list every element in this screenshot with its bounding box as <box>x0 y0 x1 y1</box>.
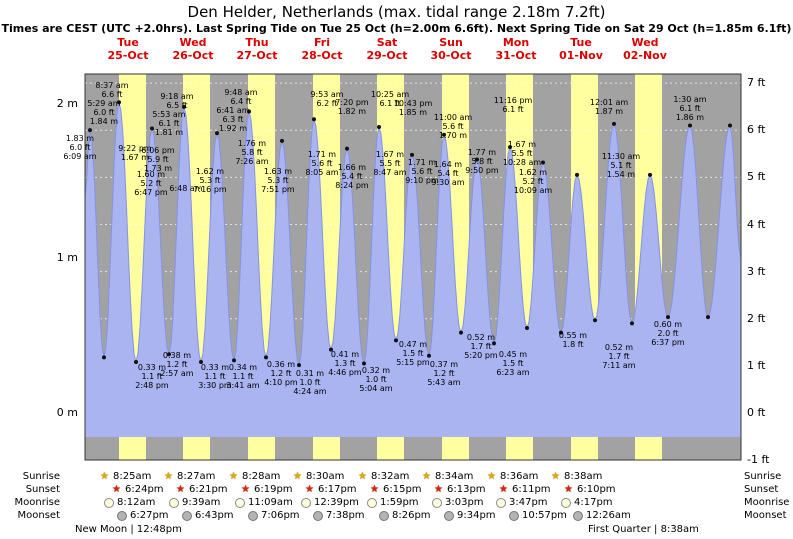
tide-extreme-dot <box>88 128 92 133</box>
tide-extreme-dot <box>688 123 692 128</box>
tide-extreme-dot <box>167 352 171 357</box>
tide-extreme-dot <box>199 359 203 364</box>
tide-extreme-dot <box>630 321 634 326</box>
tide-extreme-dot <box>264 355 268 360</box>
tide-extreme-dot <box>525 325 529 330</box>
tide-extreme-dot <box>593 318 597 323</box>
tide-extreme-dot <box>706 315 710 320</box>
tide-extreme-dot <box>182 104 186 109</box>
tide-extreme-dot <box>410 152 414 157</box>
tide-extreme-dot <box>247 109 251 114</box>
tide-curve-area <box>85 102 741 438</box>
tide-extreme-dot <box>442 132 446 137</box>
tide-extreme-dot <box>362 361 366 366</box>
tide-extreme-dot <box>475 157 479 162</box>
tide-extreme-dot <box>117 100 121 105</box>
tide-extreme-dot <box>459 330 463 335</box>
page-subtitle: Times are CEST (UTC +2.0hrs). Last Sprin… <box>1 22 792 35</box>
tide-extreme-dot <box>666 315 670 320</box>
tide-extreme-dot <box>329 347 333 352</box>
plot-frame <box>84 73 742 461</box>
tide-extreme-dot <box>377 124 381 129</box>
tide-extreme-dot <box>559 330 563 335</box>
tide-extreme-dot <box>492 341 496 346</box>
tide-extreme-dot <box>150 126 154 131</box>
tide-extreme-dot <box>215 131 219 136</box>
tide-extreme-dot <box>541 160 545 165</box>
tide-extreme-dot <box>102 355 106 360</box>
tide-extreme-dot <box>312 117 316 122</box>
tide-curve-line <box>84 102 742 366</box>
tide-extreme-dot <box>612 121 616 126</box>
tide-extreme-dot <box>280 138 284 143</box>
tide-extreme-dot <box>728 123 732 128</box>
tide-extreme-dot <box>134 359 138 364</box>
tide-extreme-dot <box>232 358 236 363</box>
tide-extreme-dot <box>345 146 349 151</box>
page-title: Den Helder, Netherlands (max. tidal rang… <box>187 3 606 21</box>
tide-extreme-dot <box>648 172 652 177</box>
tide-extreme-dot <box>508 145 512 150</box>
tide-extreme-dot <box>297 363 301 368</box>
tide-extreme-dot <box>575 172 579 177</box>
tide-extreme-dot <box>427 353 431 358</box>
tide-extreme-dot <box>394 338 398 343</box>
